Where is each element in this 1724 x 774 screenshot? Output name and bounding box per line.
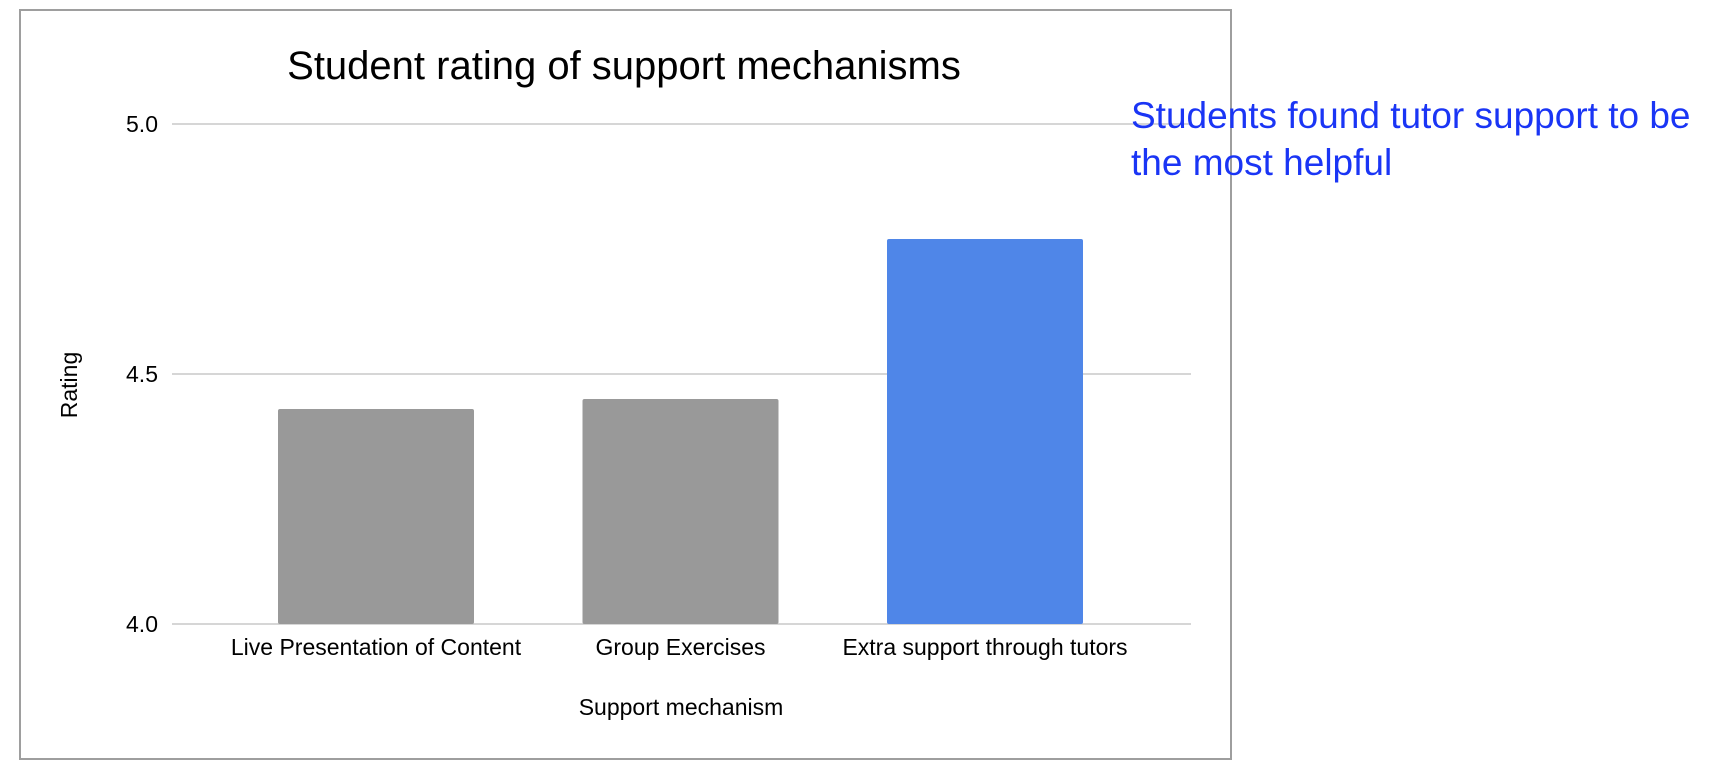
y-tick-label: 4.0	[126, 611, 158, 637]
bar-3	[887, 239, 1083, 624]
bar-1	[278, 409, 474, 624]
chart-title: Student rating of support mechanisms	[287, 44, 961, 88]
y-tick-label: 4.5	[126, 361, 158, 387]
annotation-text: Students found tutor support to be the m…	[1131, 95, 1691, 183]
x-axis-title: Support mechanism	[579, 694, 784, 720]
x-category-label: Live Presentation of Content	[231, 634, 522, 660]
y-axis-title: Rating	[56, 352, 82, 418]
x-category-labels: Live Presentation of Content Group Exerci…	[231, 634, 1128, 660]
bar-2	[582, 399, 779, 624]
x-category-label: Extra support through tutors	[842, 634, 1127, 660]
x-category-label: Group Exercises	[595, 634, 765, 660]
y-tick-label: 5.0	[126, 111, 158, 137]
bars	[278, 239, 1083, 624]
y-tick-labels: 4.0 4.5 5.0	[126, 111, 158, 637]
